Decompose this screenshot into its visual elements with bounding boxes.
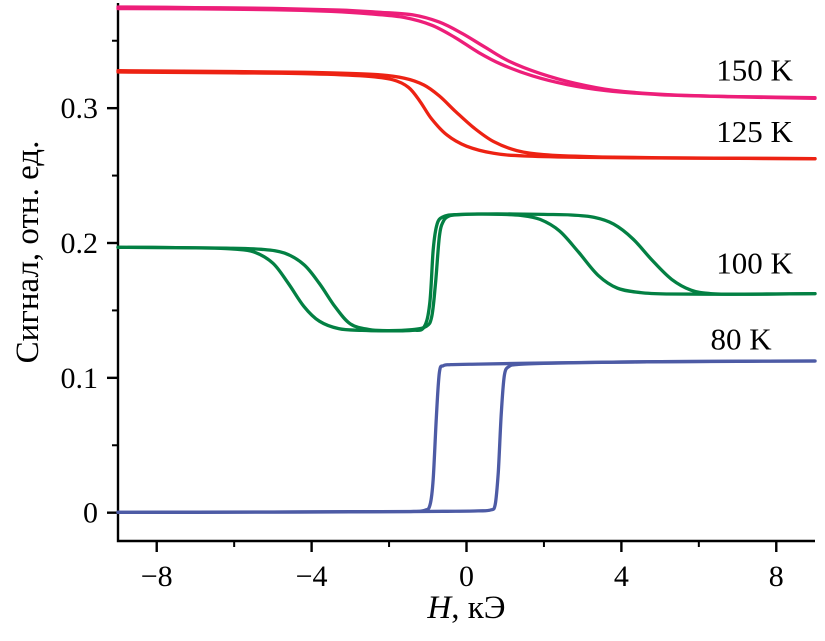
series-label-80-K: 80 K	[710, 322, 772, 357]
y-tick-label: 0	[83, 497, 98, 530]
y-tick-label: 0.2	[61, 227, 99, 260]
axes	[107, 3, 815, 552]
curve-125-K	[116, 69, 817, 161]
x-tick-label: −8	[141, 560, 173, 593]
x-tick-label: 4	[614, 560, 629, 593]
x-tick-label: −4	[296, 560, 328, 593]
y-tick-label: 0.1	[61, 362, 99, 395]
curve-branch	[116, 6, 817, 100]
x-axis-label-units: , кЭ	[451, 590, 506, 626]
y-axis-label: Сигнал, отн. ед.	[10, 140, 46, 364]
x-axis-label: H, кЭ	[118, 590, 815, 627]
curve-branch	[116, 70, 817, 161]
series-label-125-K: 125 K	[716, 114, 793, 149]
curve-branch	[116, 212, 817, 333]
curve-branch	[116, 359, 817, 514]
axis-spines	[116, 3, 815, 543]
x-tick-label: 0	[459, 560, 474, 593]
x-axis-label-symbol: H	[427, 590, 452, 626]
curve-branch	[116, 212, 817, 333]
curve-branch	[116, 359, 817, 515]
curve-branch	[116, 69, 817, 161]
series-label-150-K: 150 K	[716, 53, 793, 88]
curve-branch	[116, 5, 817, 101]
tick-labels: −8 −4 0 4 8 0 0.1 0.2 0.3	[61, 92, 784, 593]
y-tick-label: 0.3	[61, 92, 99, 125]
series-label-100-K: 100 K	[716, 246, 793, 281]
x-tick-label: 8	[769, 560, 784, 593]
curve-80-K	[116, 359, 817, 515]
curve-150-K	[116, 5, 817, 101]
curve-100-K	[116, 212, 817, 333]
